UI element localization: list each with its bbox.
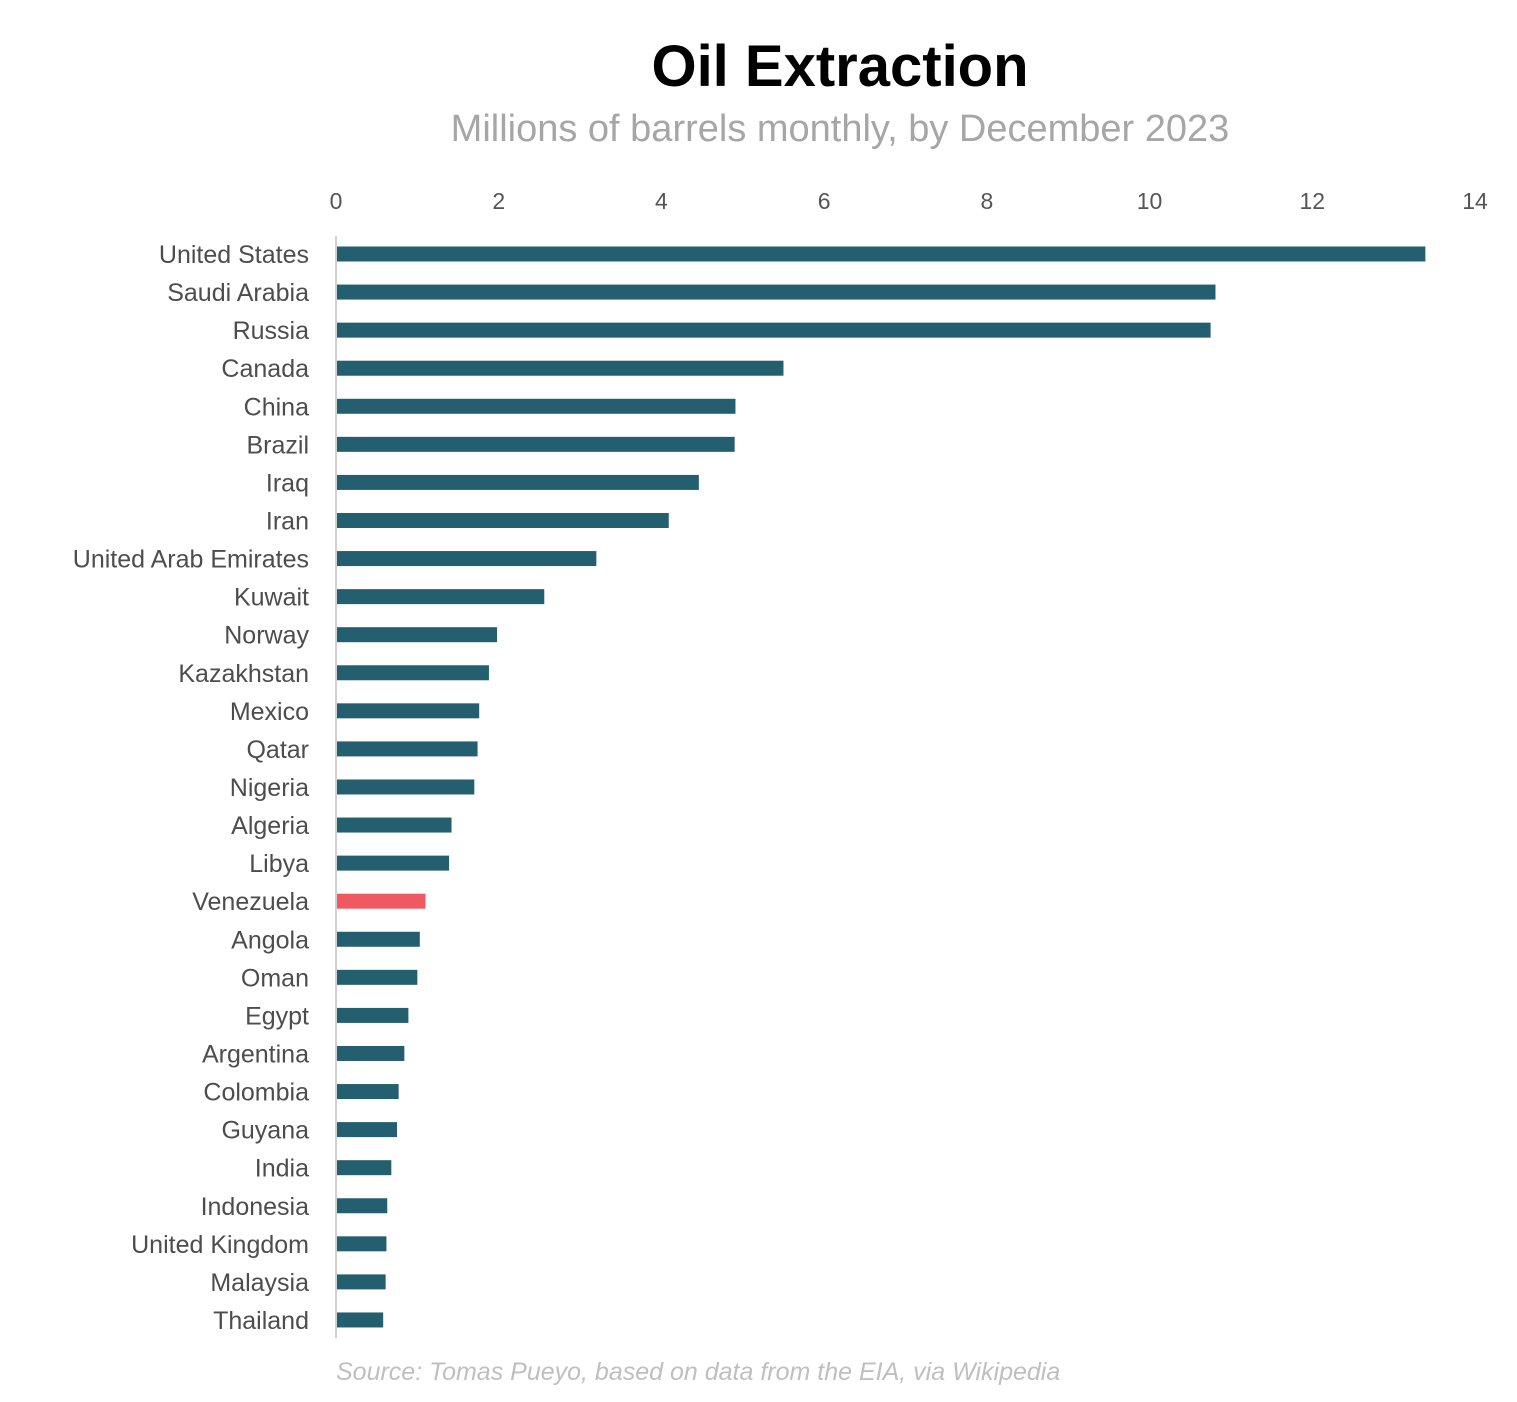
category-label: Oman [241,964,309,992]
category-label: Mexico [230,698,309,726]
category-label: United Arab Emirates [73,546,309,574]
category-label: Kuwait [234,584,309,612]
category-labels: United States Saudi Arabia Russia Canada Chi… [73,241,310,1335]
category-label: China [244,393,309,421]
category-label: Egypt [245,1002,309,1030]
x-axis-ticks: 0 2 4 6 8 10 12 14 [330,188,1488,214]
bar-malaysia [337,1274,386,1290]
bar-qatar [337,741,478,757]
x-tick-label: 12 [1299,188,1325,214]
bar-saudi-arabia [337,284,1216,300]
category-label: Guyana [221,1117,309,1145]
bar-norway [337,627,498,643]
bar-kuwait [337,589,545,605]
category-label: Qatar [246,736,309,764]
x-tick-label: 10 [1137,188,1163,214]
bar-thailand [337,1312,384,1328]
category-label: Norway [224,622,309,650]
bar-guyana [337,1122,398,1138]
x-tick-label: 0 [330,188,343,214]
category-label: Iran [266,507,309,535]
bar-united-kingdom [337,1236,387,1252]
bar-algeria [337,817,452,833]
bar-united-states [337,246,1426,262]
category-label: Indonesia [201,1193,310,1221]
bar-colombia [337,1084,399,1100]
category-label: United Kingdom [131,1231,309,1259]
bar-kazakhstan [337,665,489,681]
bar-venezuela [337,893,426,909]
chart-title: Oil Extraction [651,34,1028,99]
x-tick-label: 14 [1462,188,1488,214]
category-label: Angola [231,926,309,954]
x-tick-label: 2 [492,188,505,214]
category-label: Iraq [266,469,309,497]
bar-india [337,1160,392,1176]
bar-mexico [337,703,480,719]
bar-russia [337,322,1211,338]
category-label: Saudi Arabia [167,279,309,307]
x-tick-label: 4 [655,188,668,214]
category-label: Venezuela [192,888,309,916]
bar-egypt [337,1007,409,1023]
category-label: Canada [221,355,309,383]
bar-argentina [337,1045,405,1061]
category-label: Russia [233,317,310,345]
bar-nigeria [337,779,475,795]
category-label: Brazil [246,431,309,459]
category-label: Nigeria [230,774,309,802]
x-tick-label: 8 [980,188,993,214]
bar-brazil [337,436,735,452]
source-note: Source: Tomas Pueyo, based on data from … [336,1358,1060,1386]
bar-canada [337,360,784,376]
category-label: United States [159,241,309,269]
bar-iraq [337,474,699,490]
category-label: Thailand [213,1307,309,1335]
bar-iran [337,512,669,528]
category-label: India [255,1155,309,1183]
bar-indonesia [337,1198,388,1214]
bar-united-arab-emirates [337,551,597,567]
bar-libya [337,855,450,871]
chart-subtitle: Millions of barrels monthly, by December… [451,108,1230,150]
category-label: Argentina [202,1040,309,1068]
category-label: Kazakhstan [178,660,309,688]
category-label: Libya [249,850,309,878]
category-label: Algeria [231,812,309,840]
bar-china [337,398,736,414]
x-tick-label: 6 [818,188,831,214]
category-label: Colombia [203,1079,309,1107]
category-label: Malaysia [210,1269,309,1297]
bar-angola [337,931,420,947]
bars-group [337,246,1426,1328]
bar-oman [337,969,418,985]
